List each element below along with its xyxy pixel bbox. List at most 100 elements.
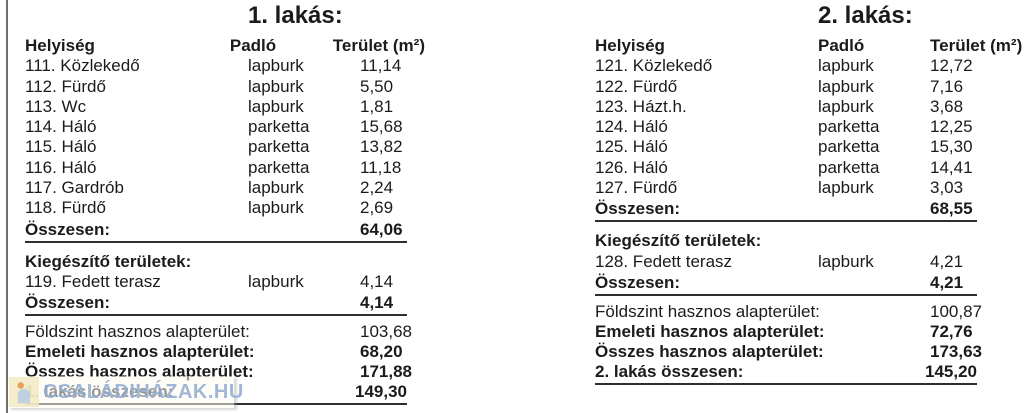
apartment-2-table: 2. lakás: Helyiség Padló Terület (m²) 121. K… bbox=[595, 2, 1024, 385]
total-label: Összesen: bbox=[595, 272, 681, 292]
column-header-terulet: Terület (m²) bbox=[332, 36, 425, 55]
total-spacer bbox=[248, 292, 360, 314]
room-area: 4,14 bbox=[360, 271, 394, 291]
room-floor: lapburk bbox=[818, 96, 874, 116]
room-row: 122. Fürdő lapburk 7,16 bbox=[595, 77, 1024, 97]
room-name: 114. Háló bbox=[25, 117, 97, 137]
column-header-helyiseg: Helyiség bbox=[25, 36, 95, 55]
total-spacer bbox=[818, 198, 930, 220]
total-spacer bbox=[248, 219, 360, 241]
house-icon bbox=[9, 377, 39, 407]
total-label: Összesen: bbox=[25, 219, 111, 239]
room-area: 4,21 bbox=[930, 251, 964, 271]
summary-label: 2. lakás összesen: bbox=[595, 361, 744, 381]
summary-value: 149,30 bbox=[355, 382, 407, 402]
room-name: 118. Fürdő bbox=[25, 198, 106, 218]
room-floor: parketta bbox=[818, 157, 880, 177]
room-row: 111. Közlekedő lapburk 11,14 bbox=[25, 56, 425, 76]
room-floor: lapburk bbox=[818, 251, 874, 271]
room-row: 126. Háló parketta 14,41 bbox=[595, 158, 1024, 178]
summary-row: Földszint hasznos alapterület: 100,87 bbox=[595, 302, 1024, 322]
room-floor: parketta bbox=[248, 157, 310, 177]
room-floor: lapburk bbox=[818, 56, 874, 76]
summary-label: Emeleti hasznos alapterület: bbox=[25, 342, 255, 362]
room-name: 126. Háló bbox=[595, 157, 668, 177]
extra-section-label: Kiegészítő területek: bbox=[25, 251, 192, 271]
room-row: 124. Háló parketta 12,25 bbox=[595, 117, 1024, 137]
room-floor: lapburk bbox=[248, 96, 304, 116]
room-row: 127. Fürdő lapburk 3,03 bbox=[595, 178, 1024, 198]
room-area: 3,68 bbox=[930, 96, 964, 116]
summary-label: Földszint hasznos alapterület: bbox=[595, 301, 820, 321]
summary-row: Emeleti hasznos alapterület: 68,20 bbox=[25, 342, 425, 362]
summary-label: Összes hasznos alapterület: bbox=[595, 341, 824, 361]
room-name: 113. Wc bbox=[25, 96, 87, 116]
room-area: 2,69 bbox=[360, 198, 394, 218]
total-value: 4,14 bbox=[360, 293, 394, 313]
room-name: 124. Háló bbox=[595, 117, 668, 137]
room-area: 1,81 bbox=[360, 96, 394, 116]
room-name: 123. Házt.h. bbox=[595, 96, 687, 116]
extra-section-row: Kiegészítő területek: bbox=[25, 252, 425, 272]
total-spacer bbox=[818, 272, 930, 294]
room-floor: parketta bbox=[818, 117, 880, 137]
left-page-border bbox=[6, 0, 8, 413]
extra-total-row: Összesen: 4,14 bbox=[25, 292, 407, 317]
room-name: 125. Háló bbox=[595, 137, 668, 157]
summary-value: 103,68 bbox=[360, 322, 412, 342]
room-name: 116. Háló bbox=[25, 157, 97, 177]
room-floor: lapburk bbox=[248, 76, 304, 96]
total-value: 68,55 bbox=[930, 199, 973, 219]
room-floor: lapburk bbox=[818, 178, 874, 198]
room-floor: lapburk bbox=[248, 56, 304, 76]
rooms-total-row: Összesen: 64,06 bbox=[25, 219, 407, 243]
room-row: 117. Gardrób lapburk 2,24 bbox=[25, 178, 425, 198]
room-row: 121. Közlekedő lapburk 12,72 bbox=[595, 56, 1024, 76]
room-name: 117. Gardrób bbox=[25, 178, 124, 198]
total-label: Összesen: bbox=[25, 293, 111, 313]
room-area: 5,50 bbox=[360, 76, 394, 96]
table-title: 1. lakás: bbox=[248, 2, 343, 29]
room-area: 15,68 bbox=[360, 117, 403, 137]
room-row: 115. Háló parketta 13,82 bbox=[25, 137, 425, 157]
room-area: 7,16 bbox=[930, 76, 964, 96]
room-name: 111. Közlekedő bbox=[25, 56, 140, 76]
room-row: 112. Fürdő lapburk 5,50 bbox=[25, 77, 425, 97]
room-row: 113. Wc lapburk 1,81 bbox=[25, 97, 425, 117]
csaladihazak-watermark: CSALÁDIHÁZAK.HU bbox=[8, 376, 243, 408]
room-area: 12,25 bbox=[930, 117, 973, 137]
room-row: 123. Házt.h. lapburk 3,68 bbox=[595, 97, 1024, 117]
room-area: 11,14 bbox=[360, 56, 402, 76]
room-row: 116. Háló parketta 11,18 bbox=[25, 158, 425, 178]
summary-row: Összes hasznos alapterület: 173,63 bbox=[595, 342, 1024, 362]
summary-value: 68,20 bbox=[360, 342, 403, 362]
room-name: 127. Fürdő bbox=[595, 178, 678, 198]
room-area: 3,03 bbox=[930, 178, 964, 198]
room-floor: lapburk bbox=[248, 178, 304, 198]
apartment-1-table: 1. lakás: Helyiség Padló Terület (m²) 111. K… bbox=[25, 2, 425, 406]
summary-value: 145,20 bbox=[925, 361, 977, 381]
table-header-row: Helyiség Padló Terület (m²) bbox=[595, 36, 1024, 56]
room-row: 118. Fürdő lapburk 2,69 bbox=[25, 198, 425, 218]
table-header-row: Helyiség Padló Terület (m²) bbox=[25, 36, 425, 56]
room-row: 125. Háló parketta 15,30 bbox=[595, 137, 1024, 157]
extra-room-row: 119. Fedett terasz lapburk 4,14 bbox=[25, 272, 425, 292]
column-header-padlo: Padló bbox=[229, 36, 277, 55]
room-name: 115. Háló bbox=[25, 137, 97, 157]
column-header-terulet: Terület (m²) bbox=[930, 36, 1023, 55]
watermark-text: CSALÁDIHÁZAK.HU bbox=[43, 380, 244, 403]
room-floor: lapburk bbox=[818, 76, 874, 96]
room-floor: parketta bbox=[818, 137, 880, 157]
column-header-padlo: Padló bbox=[818, 36, 865, 55]
extra-section-label: Kiegészítő területek: bbox=[595, 231, 762, 251]
summary-label: Földszint hasznos alapterület: bbox=[25, 322, 250, 342]
extra-total-row: Összesen: 4,21 bbox=[595, 272, 977, 296]
room-floor: parketta bbox=[248, 117, 310, 137]
room-area: 2,24 bbox=[360, 178, 394, 198]
extra-section-row: Kiegészítő területek: bbox=[595, 231, 1024, 251]
room-name: 128. Fedett terasz bbox=[595, 251, 733, 271]
summary-row: Földszint hasznos alapterület: 103,68 bbox=[25, 322, 425, 342]
room-name: 112. Fürdő bbox=[25, 76, 106, 96]
summary-value: 171,88 bbox=[360, 362, 412, 382]
